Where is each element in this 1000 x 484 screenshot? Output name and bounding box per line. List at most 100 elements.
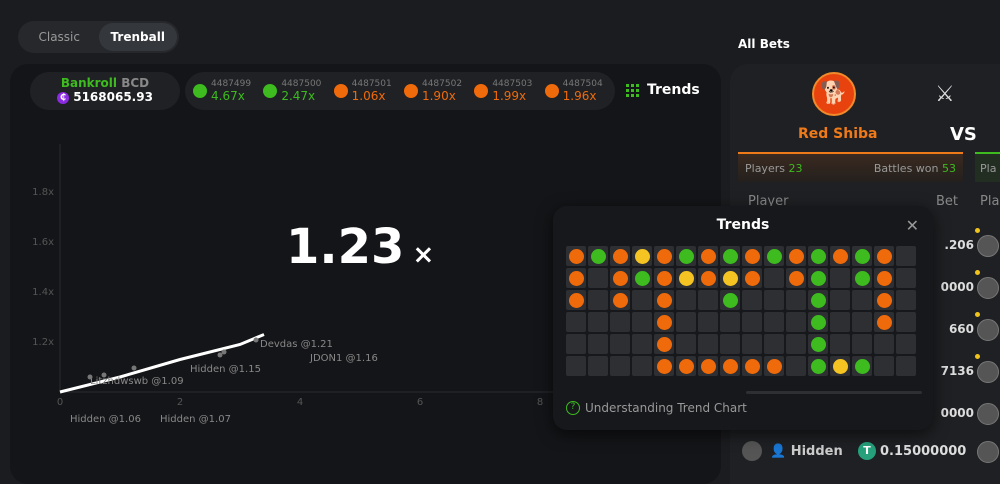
trends-button[interactable]: Trends: [626, 82, 700, 98]
trend-cell: [896, 268, 916, 288]
team-name: Red Shiba: [798, 126, 878, 142]
trend-dot: [656, 358, 672, 374]
trend-dot: [678, 248, 694, 264]
trend-cell: [874, 334, 894, 354]
all-bets-title: All Bets: [738, 37, 790, 51]
y-tick-label: 1.6x: [32, 237, 54, 248]
game-id: 4487502: [421, 79, 463, 89]
trend-dot: [766, 248, 782, 264]
trend-dot: [854, 270, 870, 286]
trend-dot: [810, 248, 826, 264]
col-player: Player: [748, 194, 789, 209]
trend-cell: [742, 268, 762, 288]
trend-dot: [810, 314, 826, 330]
bet-amount: 0.15000000: [880, 444, 967, 459]
trend-cell: [676, 312, 696, 332]
trend-dot: [876, 292, 892, 308]
trend-dot: [678, 358, 694, 374]
crash-chart: 1.2x 1.4x 1.6x 1.8x 0 2 4 6 8 Devdas @1.21 JDON1 @…: [32, 144, 570, 425]
trend-cell: [830, 268, 850, 288]
trend-dot: [876, 248, 892, 264]
trend-cell: [676, 246, 696, 266]
trend-dot: [810, 358, 826, 374]
question-icon: ?: [566, 401, 580, 415]
trend-cell: [654, 246, 674, 266]
avatar: [977, 277, 999, 299]
hidden-user: 👤 Hidden: [770, 444, 843, 459]
trend-cell: [588, 356, 608, 376]
trend-cell: [720, 312, 740, 332]
trend-cell: [896, 356, 916, 376]
players-count: 23: [788, 161, 803, 175]
result-dot-icon: [544, 84, 559, 98]
trend-dot: [700, 358, 716, 374]
history-item[interactable]: 4487500 2.47x: [263, 79, 333, 103]
trend-cell: [764, 290, 784, 310]
trend-cell: [698, 312, 718, 332]
cashout-label: JDON1 @1.16: [309, 353, 378, 364]
history-item[interactable]: 4487501 1.06x: [333, 79, 404, 103]
trend-cell: [610, 334, 630, 354]
game-multiplier: 2.47x: [281, 89, 316, 103]
scrollbar[interactable]: [746, 391, 922, 394]
trend-cell: [720, 334, 740, 354]
vs-label: VS: [950, 124, 977, 145]
understanding-trend-chart-link[interactable]: ? Understanding Trend Chart: [566, 401, 747, 415]
trend-cell: [698, 290, 718, 310]
team-stats: Players 23 Battles won 53: [738, 152, 963, 182]
trend-dot: [656, 248, 672, 264]
history-item[interactable]: 4487504 1.96x: [544, 79, 615, 103]
tab-classic[interactable]: Classic: [38, 30, 80, 44]
bankroll-currency: BCD: [121, 76, 150, 90]
multiplier-curve: [59, 333, 265, 394]
game-id: 4487504: [562, 79, 603, 89]
trend-cell: [676, 268, 696, 288]
bet-amount: .206: [944, 238, 974, 252]
tab-trenball[interactable]: Trenball: [98, 23, 177, 51]
history-item[interactable]: 4487502 1.90x: [403, 79, 474, 103]
crossed-swords-icon: ⚔: [935, 82, 955, 107]
trend-dot: [876, 314, 892, 330]
trend-cell: [830, 356, 850, 376]
y-tick-label: 1.2x: [32, 337, 54, 348]
trend-cell: [720, 268, 740, 288]
close-icon[interactable]: ✕: [905, 216, 919, 235]
avatar: [977, 319, 999, 341]
result-dot-icon: [474, 84, 489, 98]
trend-cell: [632, 290, 652, 310]
trend-cell: [874, 268, 894, 288]
current-multiplier: 1.23 ×: [286, 219, 434, 275]
usdt-icon: T: [858, 442, 876, 460]
mode-toggle: Classic Trenball: [18, 21, 179, 53]
game-multiplier: 1.99x: [492, 89, 527, 103]
cashout-point: [131, 365, 137, 371]
trend-cell: [588, 334, 608, 354]
trend-cell: [720, 246, 740, 266]
trend-cell: [742, 312, 762, 332]
trend-dot: [700, 248, 716, 264]
trend-cell: [786, 268, 806, 288]
trend-dot: [678, 270, 694, 286]
game-id: 4487501: [351, 79, 392, 89]
red-shiba-logo: 🐕: [812, 72, 856, 116]
trend-dot: [590, 248, 606, 264]
trend-cell: [610, 246, 630, 266]
game-id: 4487499: [211, 79, 252, 89]
trend-cell: [654, 312, 674, 332]
trend-cell: [852, 334, 872, 354]
trend-dot: [656, 270, 672, 286]
history-item[interactable]: 4487499 4.67x: [193, 79, 263, 103]
avatar: [977, 403, 999, 425]
multiplier-suffix: ×: [412, 240, 435, 270]
trend-cell: [808, 312, 828, 332]
trend-cell: [632, 356, 652, 376]
status-dot: [975, 312, 980, 317]
trend-cell: [654, 334, 674, 354]
avatar: [742, 441, 762, 461]
trend-dot: [788, 248, 804, 264]
cashout-label: Hidden @1.07: [160, 414, 231, 425]
trend-dot: [568, 292, 584, 308]
history-item[interactable]: 4487503 1.99x: [474, 79, 544, 103]
cashout-label: Devdas @1.21: [260, 339, 333, 350]
bankroll-value: 5168065.93: [73, 90, 153, 104]
